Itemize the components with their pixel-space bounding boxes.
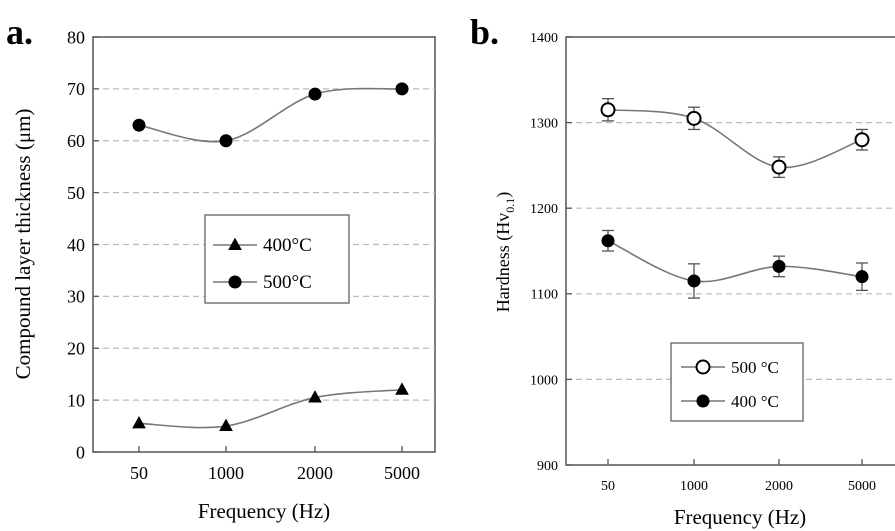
y-tick-label: 50 (67, 183, 85, 203)
series-markers-a (132, 82, 409, 432)
x-axis-title-a: Frequency (Hz) (198, 499, 330, 523)
series-line (138, 388, 403, 429)
data-point (395, 82, 409, 96)
series-markers-b (600, 102, 870, 288)
y-tick-label: 70 (67, 79, 85, 99)
data-point (219, 418, 233, 432)
series-line (607, 108, 863, 169)
y-tick-label: 1200 (530, 202, 558, 217)
y-tick-label: 30 (67, 287, 85, 307)
data-point (219, 134, 233, 148)
x-tick-label: 5000 (384, 463, 420, 483)
x-axis-title-b: Frequency (Hz) (674, 505, 806, 529)
series-lines-a (138, 87, 403, 429)
data-point (132, 416, 146, 429)
x-ticks-b: 50 1000 2000 5000 (601, 459, 876, 494)
data-point (308, 390, 322, 403)
y-tick-label: 40 (67, 235, 85, 255)
chart-b: b. 900 1000 1100 1200 1300 1400 50 1000 2000 500… (470, 12, 895, 529)
series-line (138, 87, 403, 143)
x-tick-label: 50 (130, 463, 148, 483)
data-point (686, 110, 702, 126)
data-point (308, 87, 322, 101)
legend-marker (696, 394, 710, 408)
y-tick-label: 1400 (530, 31, 558, 46)
x-tick-label: 5000 (848, 479, 876, 494)
legend-label: 400 °C (731, 392, 779, 411)
y-ticks-b: 900 1000 1100 1200 1300 1400 (530, 31, 572, 474)
y-tick-label: 10 (67, 390, 85, 410)
grid-b (566, 121, 895, 380)
legend-a: 400°C 500°C (204, 214, 350, 304)
y-tick-label: 1100 (531, 288, 558, 303)
y-tick-label: 1300 (530, 117, 558, 132)
data-point (855, 270, 869, 284)
data-point (771, 159, 787, 175)
x-ticks-a: 50 1000 2000 5000 (130, 446, 420, 483)
x-tick-label: 2000 (765, 479, 793, 494)
error-bars-b (602, 97, 868, 299)
y-tick-label: 900 (537, 459, 558, 474)
y-tick-label: 20 (67, 339, 85, 359)
panel-label-b: b. (470, 12, 499, 52)
legend-box-b (670, 342, 804, 422)
legend-marker (228, 275, 242, 289)
data-point (600, 102, 616, 118)
plot-frame-b (565, 36, 895, 466)
legend-b: 500 °C 400 °C (670, 342, 804, 422)
y-ticks-a: 0 10 20 30 40 50 60 70 80 (67, 27, 99, 462)
legend-label: 500°C (263, 272, 312, 293)
legend-marker (228, 237, 242, 250)
data-point (132, 118, 146, 132)
data-point (854, 132, 870, 148)
grid-a (93, 88, 435, 401)
y-tick-label: 1000 (530, 373, 558, 388)
x-tick-label: 1000 (680, 479, 708, 494)
y-axis-title-b: Hardness (Hv0.1) (493, 192, 517, 312)
chart-a: a. 0 10 20 30 40 50 60 70 80 50 1000 2000 5000 Comp… (6, 12, 436, 523)
legend-item: 400°C (213, 235, 312, 256)
legend-item: 500 °C (681, 358, 779, 377)
data-point (601, 234, 615, 248)
data-point (772, 259, 786, 273)
x-tick-label: 2000 (297, 463, 333, 483)
legend-box-a (204, 214, 350, 304)
legend-label: 500 °C (731, 358, 779, 377)
y-axis-title-a: Compound layer thickness (μm) (11, 109, 35, 380)
y-tick-label: 0 (76, 442, 85, 462)
legend-item: 400 °C (681, 392, 779, 411)
panel-label-a: a. (6, 12, 33, 52)
x-tick-label: 50 (601, 479, 615, 494)
legend-item: 500°C (213, 272, 312, 293)
x-tick-label: 1000 (208, 463, 244, 483)
y-tick-label: 60 (67, 131, 85, 151)
data-point (395, 382, 409, 395)
data-point (687, 274, 701, 288)
legend-label: 400°C (263, 235, 312, 256)
legend-marker (695, 359, 711, 375)
y-tick-label: 80 (67, 27, 85, 47)
series-lines-b (607, 108, 863, 283)
series-line (607, 240, 863, 283)
